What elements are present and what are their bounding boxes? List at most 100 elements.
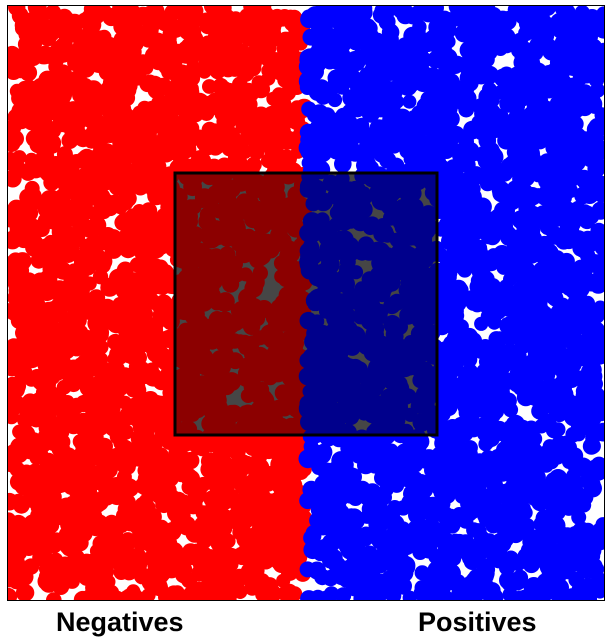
negative-particle: [87, 429, 104, 445]
negative-particle: [220, 533, 236, 549]
negative-particle: [213, 358, 232, 376]
negative-particle: [255, 505, 274, 524]
negative-particle: [120, 546, 136, 562]
positive-particle: [446, 334, 465, 353]
positive-particle: [458, 472, 477, 491]
negative-particle: [241, 96, 258, 113]
negative-particle: [56, 227, 73, 244]
positive-particle: [460, 89, 477, 107]
negative-particle: [28, 220, 44, 236]
positive-particle: [401, 493, 419, 512]
negative-particle: [127, 514, 146, 533]
positive-particle: [416, 97, 435, 116]
positive-particle: [548, 469, 568, 488]
negative-particle: [8, 206, 21, 225]
negative-particle: [216, 112, 235, 131]
positive-particle: [477, 42, 497, 62]
negative-particle: [248, 6, 263, 18]
positive-particle: [560, 6, 576, 20]
negative-particle: [70, 112, 88, 130]
negative-particle: [202, 523, 217, 539]
negative-particle: [110, 77, 125, 93]
negative-particle: [272, 65, 288, 81]
negative-particle: [123, 329, 139, 345]
negative-particle: [264, 411, 284, 430]
negative-particle: [142, 74, 158, 89]
negative-particle: [278, 149, 294, 164]
positive-particle: [389, 399, 409, 419]
positive-particle: [544, 313, 559, 328]
positive-particle: [305, 196, 321, 212]
positive-particle: [529, 543, 549, 562]
negative-particle: [48, 71, 65, 88]
negative-particle: [248, 143, 265, 160]
positive-particle: [534, 18, 550, 35]
negative-particle: [61, 132, 79, 149]
positive-particle: [383, 505, 401, 522]
negative-particle: [191, 388, 206, 403]
negative-particle: [230, 461, 249, 480]
negative-particle: [268, 178, 285, 195]
negative-particle: [155, 430, 171, 445]
negative-particle: [69, 397, 84, 413]
positive-particle: [377, 193, 392, 208]
negative-particle: [64, 495, 82, 513]
negative-particle: [74, 35, 93, 55]
positive-particle: [527, 299, 542, 315]
positive-particle: [356, 83, 374, 101]
negative-particle: [117, 367, 134, 384]
negative-particle: [141, 176, 156, 191]
positive-particle: [307, 134, 322, 149]
negative-particle: [172, 548, 191, 567]
negative-particle: [281, 506, 297, 522]
positive-particle: [595, 422, 604, 439]
positive-particle: [385, 327, 400, 342]
positive-particle: [586, 459, 603, 476]
negative-particle: [26, 194, 43, 211]
negative-particle: [97, 415, 113, 432]
positive-particle: [419, 541, 438, 559]
negative-particle: [90, 220, 106, 236]
positive-particle: [552, 21, 570, 39]
positive-particle: [578, 212, 596, 230]
positive-particle: [533, 283, 552, 303]
positive-particle: [299, 71, 317, 89]
positive-particle: [318, 228, 337, 247]
negative-particle: [261, 135, 278, 151]
positive-particle: [516, 589, 534, 600]
negative-particle: [114, 61, 133, 80]
positive-particle: [586, 412, 602, 427]
negative-particle: [176, 233, 191, 248]
negative-particle: [79, 481, 97, 499]
negative-particle: [256, 392, 271, 407]
negative-particle: [144, 258, 162, 275]
positive-particle: [347, 490, 364, 507]
positive-particle: [498, 28, 516, 46]
positive-particle: [372, 515, 390, 532]
positive-particle: [304, 333, 322, 351]
negative-particle: [261, 493, 278, 509]
negative-particle: [104, 229, 123, 247]
negative-particle: [266, 203, 286, 223]
negative-particle: [182, 271, 200, 289]
negative-particle: [190, 440, 206, 456]
negative-particle: [209, 295, 225, 311]
negative-particle: [44, 574, 62, 592]
negative-particle: [25, 234, 44, 253]
positive-particle: [419, 205, 438, 223]
positive-particle: [454, 448, 472, 467]
positive-particle: [348, 125, 367, 144]
negative-particle: [206, 6, 222, 18]
positive-particle: [516, 167, 536, 187]
positive-particle: [348, 265, 364, 280]
negative-particle: [283, 388, 301, 406]
negative-particle: [238, 340, 253, 355]
negative-particle: [100, 525, 119, 543]
negative-particle: [160, 329, 178, 348]
negative-particle: [8, 587, 18, 600]
negative-particle: [30, 124, 47, 140]
negative-particle: [263, 331, 281, 349]
negative-particle: [52, 352, 68, 369]
negative-particle: [195, 545, 212, 562]
negative-particle: [8, 408, 20, 425]
